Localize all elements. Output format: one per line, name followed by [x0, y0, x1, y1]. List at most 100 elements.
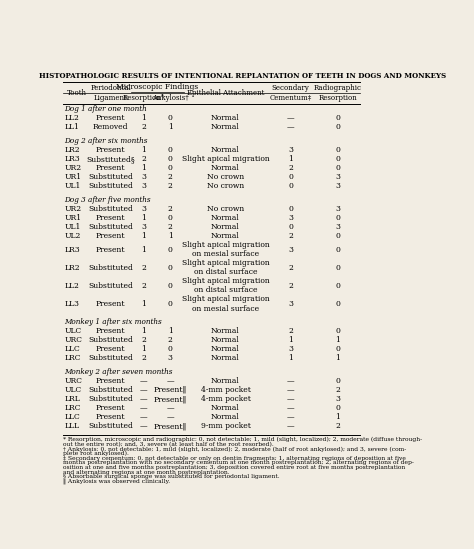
Text: 2: 2 — [288, 164, 293, 172]
Text: Present: Present — [96, 146, 126, 154]
Text: 0: 0 — [335, 232, 340, 240]
Text: 1: 1 — [288, 354, 293, 362]
Text: Normal: Normal — [211, 214, 240, 222]
Text: 0: 0 — [168, 345, 173, 353]
Text: Substituted: Substituted — [88, 282, 133, 290]
Text: 0: 0 — [168, 245, 173, 254]
Text: 2: 2 — [288, 264, 293, 272]
Text: LLL: LLL — [65, 422, 80, 430]
Text: 0: 0 — [168, 300, 173, 308]
Text: 2: 2 — [141, 124, 146, 131]
Text: LR3: LR3 — [65, 245, 81, 254]
Text: —: — — [287, 114, 294, 122]
Text: 0: 0 — [335, 300, 340, 308]
Text: 3: 3 — [335, 223, 340, 231]
Text: osition at one and five months postreplantation; 3, deposition covered entire ro: osition at one and five months postrepla… — [63, 465, 405, 470]
Text: Slight apical migration
on mesial surface: Slight apical migration on mesial surfac… — [182, 295, 269, 312]
Text: § Absorbable surgical sponge was substituted for periodontal ligament.: § Absorbable surgical sponge was substit… — [63, 474, 280, 479]
Text: 0: 0 — [335, 214, 340, 222]
Text: Normal: Normal — [211, 124, 240, 131]
Text: Substituted: Substituted — [88, 336, 133, 344]
Text: Slight apical migration: Slight apical migration — [182, 155, 269, 163]
Text: Present: Present — [96, 327, 126, 335]
Text: 0: 0 — [335, 164, 340, 172]
Text: Normal: Normal — [211, 223, 240, 231]
Text: UL1: UL1 — [65, 223, 81, 231]
Text: —: — — [287, 422, 294, 430]
Text: 2: 2 — [141, 354, 146, 362]
Text: Normal: Normal — [211, 146, 240, 154]
Text: 1: 1 — [288, 336, 293, 344]
Text: Radiographic
Resorption: Radiographic Resorption — [313, 85, 362, 102]
Text: Substituted: Substituted — [88, 173, 133, 181]
Text: Present: Present — [96, 164, 126, 172]
Text: ‖ Ankylosis was observed clinically.: ‖ Ankylosis was observed clinically. — [63, 479, 170, 484]
Text: Monkey 1 after six months: Monkey 1 after six months — [64, 318, 162, 326]
Text: 3: 3 — [288, 345, 293, 353]
Text: Normal: Normal — [211, 336, 240, 344]
Text: Normal: Normal — [211, 404, 240, 412]
Text: Substituted: Substituted — [88, 182, 133, 190]
Text: 2: 2 — [141, 282, 146, 290]
Text: Present‖: Present‖ — [154, 422, 187, 430]
Text: 3: 3 — [141, 205, 146, 212]
Text: Present‖: Present‖ — [154, 386, 187, 394]
Text: UL2: UL2 — [65, 232, 81, 240]
Text: months postreplantation with no secondary cementum at one month postreplantation: months postreplantation with no secondar… — [63, 460, 414, 466]
Text: 3: 3 — [288, 146, 293, 154]
Text: Slight apical migration
on distal surface: Slight apical migration on distal surfac… — [182, 277, 269, 294]
Text: Substituted: Substituted — [88, 395, 133, 403]
Text: 9-mm pocket: 9-mm pocket — [201, 422, 250, 430]
Text: LLC: LLC — [65, 413, 81, 421]
Text: 1: 1 — [288, 155, 293, 163]
Text: LR2: LR2 — [65, 264, 81, 272]
Text: 1: 1 — [168, 124, 173, 131]
Text: LRC: LRC — [65, 404, 81, 412]
Text: Normal: Normal — [211, 413, 240, 421]
Text: 3: 3 — [141, 223, 146, 231]
Text: No crown: No crown — [207, 182, 244, 190]
Text: Slight apical migration
on mesial surface: Slight apical migration on mesial surfac… — [182, 241, 269, 258]
Text: out the entire root); and, 3, severe (at least half of the root resorbed).: out the entire root); and, 3, severe (at… — [63, 442, 273, 447]
Text: Substituted: Substituted — [88, 422, 133, 430]
Text: LR2: LR2 — [65, 146, 81, 154]
Text: Present: Present — [96, 404, 126, 412]
Text: 0: 0 — [168, 114, 173, 122]
Text: —: — — [287, 124, 294, 131]
Text: Normal: Normal — [211, 164, 240, 172]
Text: 3: 3 — [141, 182, 146, 190]
Text: 2: 2 — [335, 386, 340, 394]
Text: 1: 1 — [141, 114, 146, 122]
Text: 0: 0 — [168, 155, 173, 163]
Text: LLC: LLC — [65, 345, 81, 353]
Text: —: — — [140, 422, 147, 430]
Text: LL2: LL2 — [65, 282, 80, 290]
Text: 1: 1 — [168, 232, 173, 240]
Text: Normal: Normal — [211, 345, 240, 353]
Text: URC: URC — [65, 336, 83, 344]
Text: LRL: LRL — [65, 395, 81, 403]
Text: 1: 1 — [141, 214, 146, 222]
Text: Slight apical migration
on distal surface: Slight apical migration on distal surfac… — [182, 259, 269, 276]
Text: —: — — [287, 386, 294, 394]
Text: Normal: Normal — [211, 327, 240, 335]
Text: Present: Present — [96, 114, 126, 122]
Text: —: — — [140, 377, 147, 385]
Text: Resorption*: Resorption* — [123, 94, 165, 103]
Text: UR1: UR1 — [65, 214, 82, 222]
Text: HISTOPATHOLOGIC RESULTS OF INTENTIONAL REPLANTATION OF TEETH IN DOGS AND MONKEYS: HISTOPATHOLOGIC RESULTS OF INTENTIONAL R… — [39, 72, 447, 80]
Text: Dog 1 after one month: Dog 1 after one month — [64, 105, 146, 114]
Text: Removed: Removed — [93, 124, 128, 131]
Text: Normal: Normal — [211, 114, 240, 122]
Text: Normal: Normal — [211, 232, 240, 240]
Text: Substituted: Substituted — [88, 264, 133, 272]
Text: —: — — [287, 413, 294, 421]
Text: 0: 0 — [168, 282, 173, 290]
Text: 2: 2 — [288, 327, 293, 335]
Text: —: — — [140, 386, 147, 394]
Text: ‡ Secondary cementum: 0, not detectable or only on dentin fragments; 1, alternat: ‡ Secondary cementum: 0, not detectable … — [63, 456, 406, 461]
Text: 1: 1 — [335, 336, 340, 344]
Text: 3: 3 — [288, 300, 293, 308]
Text: 3: 3 — [141, 173, 146, 181]
Text: ULC: ULC — [65, 327, 82, 335]
